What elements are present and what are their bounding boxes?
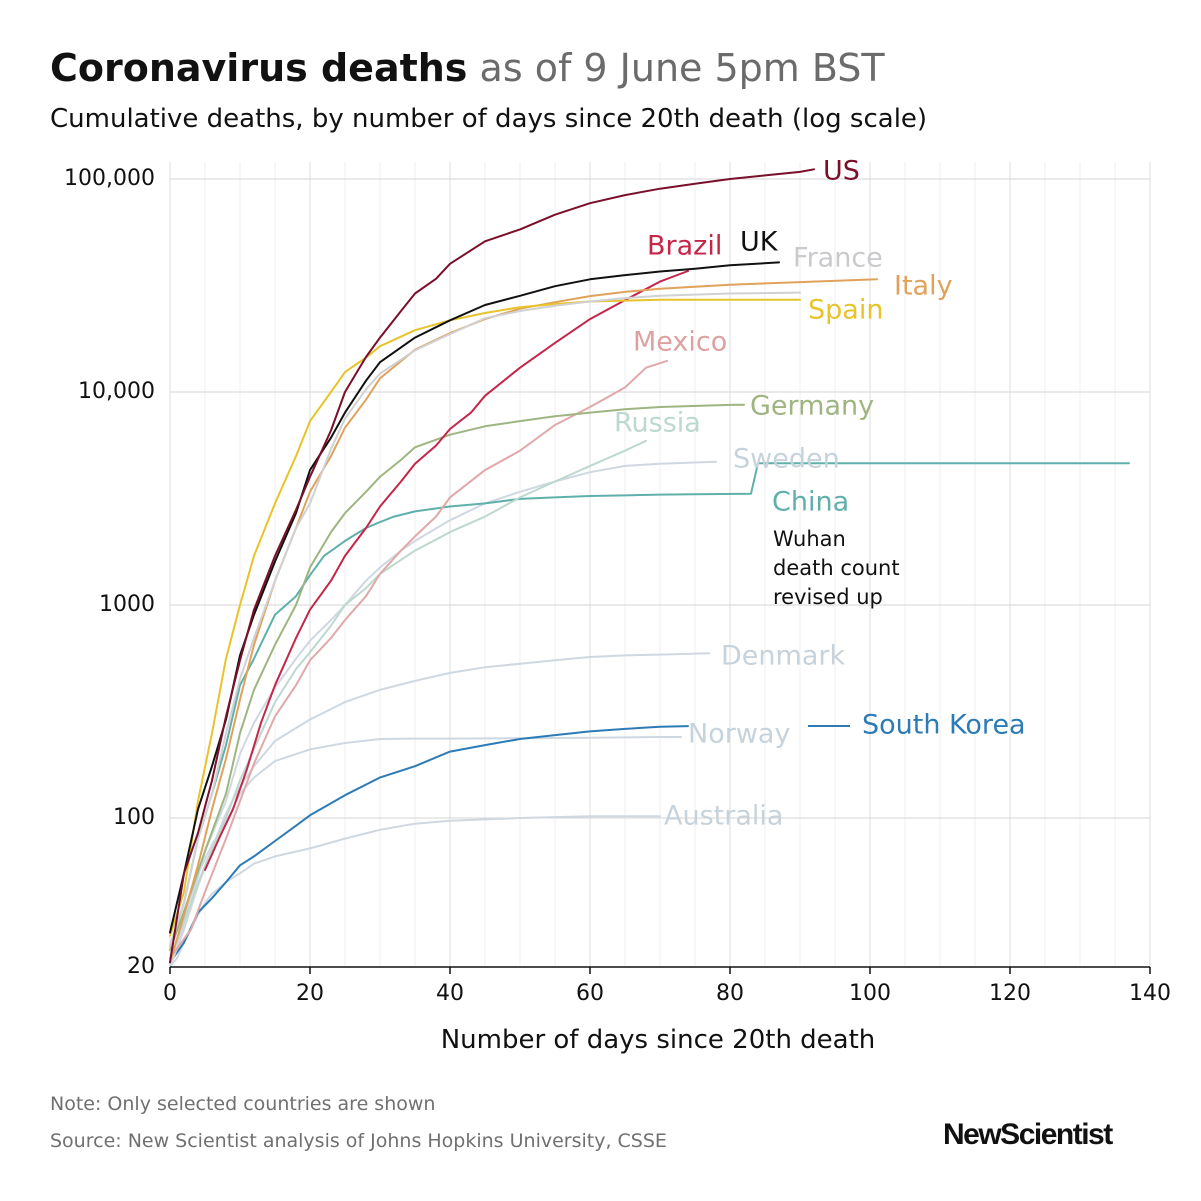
series-labels: Australia Norway South Korea Denmark Sweden C… [614, 156, 1026, 832]
series-label-brazil: Brazil [647, 231, 722, 262]
series-lines [169, 168, 1130, 968]
chart-title: Coronavirus deaths as of 9 June 5pm BST [50, 42, 885, 94]
series-label-south-korea: South Korea [862, 710, 1026, 741]
y-tick-label: 100,000 [64, 166, 155, 191]
series-line-us [169, 168, 815, 964]
y-tick-label: 100 [113, 805, 155, 830]
chart-subtitle: Cumulative deaths, by number of days sin… [50, 104, 928, 134]
title-light: as of 9 June 5pm BST [479, 46, 885, 90]
source-note: Source: New Scientist analysis of Johns … [50, 1130, 667, 1152]
series-line-mexico [169, 359, 668, 960]
series-line-france [169, 291, 801, 948]
x-tick-label: 100 [849, 981, 891, 1006]
series-line-norway [169, 736, 682, 968]
series-label-france: France [793, 243, 883, 274]
y-tick-label: 20 [127, 954, 155, 979]
grid-lines [169, 162, 1151, 967]
series-label-denmark: Denmark [721, 641, 845, 672]
annotation-line-1: Wuhan [773, 527, 846, 551]
x-tick-labels: 0 20 40 60 80 100 120 140 [163, 967, 1171, 1006]
series-line-germany [169, 403, 745, 951]
line-chart: Wuhan death count revised up Australia No… [64, 156, 1171, 1056]
x-tick-label: 60 [576, 981, 604, 1006]
series-label-uk: UK [740, 227, 779, 258]
series-line-south-korea [169, 725, 689, 964]
x-axis-label: Number of days since 20th death [441, 1025, 876, 1055]
series-label-germany: Germany [750, 391, 874, 422]
series-label-china: China [772, 487, 849, 518]
series-line-spain [169, 298, 801, 937]
series-line-sweden [169, 460, 717, 968]
series-line-italy [169, 278, 878, 964]
x-tick-label: 0 [163, 981, 177, 1006]
annotation-line-2: death count [773, 556, 900, 580]
series-label-australia: Australia [664, 801, 783, 832]
series-label-italy: Italy [894, 271, 953, 302]
series-line-brazil [204, 270, 689, 871]
series-line-uk [169, 261, 780, 934]
series-label-sweden: Sweden [733, 444, 840, 475]
annotation-line-3: revised up [773, 585, 883, 609]
series-label-mexico: Mexico [633, 327, 727, 358]
y-tick-label: 10,000 [78, 379, 155, 404]
wuhan-annotation: Wuhan death count revised up [773, 527, 900, 609]
title-bold: Coronavirus deaths [50, 46, 468, 90]
series-label-spain: Spain [808, 295, 883, 326]
series-line-china [169, 462, 1130, 948]
series-line-russia [169, 439, 647, 960]
series-label-us: US [823, 156, 860, 187]
x-tick-label: 20 [296, 981, 324, 1006]
footnote: Note: Only selected countries are shown [50, 1093, 436, 1115]
x-tick-label: 140 [1129, 981, 1171, 1006]
y-tick-label: 1000 [99, 592, 155, 617]
y-tick-labels: 20 100 1000 10,000 100,000 [64, 166, 155, 979]
x-tick-label: 80 [716, 981, 744, 1006]
x-tick-label: 40 [436, 981, 464, 1006]
series-label-norway: Norway [688, 719, 790, 750]
series-label-russia: Russia [614, 408, 701, 439]
x-tick-label: 120 [989, 981, 1031, 1006]
newscientist-logo: NewScientist [943, 1118, 1113, 1151]
